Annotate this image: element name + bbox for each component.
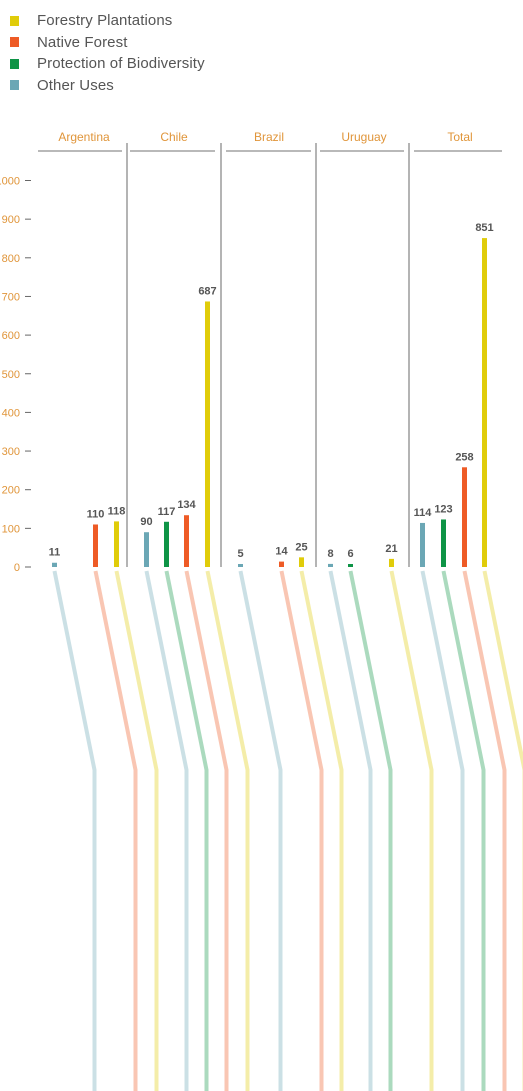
legend-item-forestry-plantations: Forestry Plantations xyxy=(10,10,205,32)
connector-line xyxy=(279,570,324,1091)
bar-total-other-uses xyxy=(420,522,425,567)
y-tick-label: 800 xyxy=(2,253,20,265)
bar-total-protection-of-biodiversity xyxy=(441,519,446,567)
category-label-total: Total xyxy=(447,130,472,144)
data-label: 687 xyxy=(198,285,216,297)
y-tick-label: 100 xyxy=(2,523,20,535)
category-label-argentina: Argentina xyxy=(58,130,110,144)
data-label: 114 xyxy=(414,507,433,519)
connector-line xyxy=(389,570,434,1091)
y-tick-label: 500 xyxy=(2,369,20,381)
connector-line xyxy=(238,570,283,1091)
bar-chile-protection-of-biodiversity xyxy=(164,521,169,567)
legend-item-protection-of-biodiversity: Protection of Biodiversity xyxy=(10,53,205,75)
data-label: 90 xyxy=(140,516,152,528)
bar-total-native-forest xyxy=(462,467,467,567)
data-label: 14 xyxy=(275,546,288,558)
connector-line xyxy=(328,570,373,1091)
data-label: 6 xyxy=(347,548,353,560)
connector-line xyxy=(52,570,97,1091)
category-label-chile: Chile xyxy=(160,130,188,144)
y-tick-label: 0 xyxy=(14,562,20,574)
data-label: 25 xyxy=(295,541,307,553)
data-label: 134 xyxy=(177,499,196,511)
bar-brazil-other-uses xyxy=(238,564,243,567)
y-tick-label: 600 xyxy=(2,330,20,342)
y-tick-label: 1000 xyxy=(0,176,20,188)
legend-swatch-forestry xyxy=(10,15,19,26)
connector-line xyxy=(482,570,523,1091)
y-tick-label: 700 xyxy=(2,291,20,303)
bar-brazil-native-forest xyxy=(279,561,284,567)
data-label: 5 xyxy=(237,548,243,560)
connector-line xyxy=(348,570,393,1091)
data-label: 110 xyxy=(87,508,105,520)
bar-argentina-forestry-plantations xyxy=(114,521,119,567)
bar-total-forestry-plantations xyxy=(482,238,487,567)
y-tick-label: 300 xyxy=(2,446,20,458)
data-label: 21 xyxy=(385,543,397,555)
connector-line xyxy=(144,570,189,1091)
legend-swatch-native xyxy=(10,37,19,48)
data-label: 8 xyxy=(327,548,333,560)
legend-item-native-forest: Native Forest xyxy=(10,32,205,54)
legend-label: Other Uses xyxy=(37,76,114,94)
category-label-brazil: Brazil xyxy=(254,130,284,144)
legend-label: Forestry Plantations xyxy=(37,12,173,30)
connector-line xyxy=(205,570,250,1091)
bar-argentina-other-uses xyxy=(52,562,57,567)
legend-swatch-other xyxy=(10,80,19,91)
data-label: 118 xyxy=(108,505,126,517)
bar-brazil-forestry-plantations xyxy=(299,557,304,567)
legend-label: Protection of Biodiversity xyxy=(37,55,205,73)
connector-line xyxy=(420,570,465,1091)
data-label: 11 xyxy=(49,547,61,559)
bar-uruguay-other-uses xyxy=(328,563,333,567)
data-label: 851 xyxy=(475,222,493,234)
category-label-uruguay: Uruguay xyxy=(341,130,386,144)
y-tick-label: 200 xyxy=(2,485,20,497)
y-tick-label: 900 xyxy=(2,214,20,226)
bar-argentina-native-forest xyxy=(93,524,98,567)
connector-line xyxy=(184,570,229,1091)
connector-line xyxy=(462,570,507,1091)
data-label: 117 xyxy=(158,506,176,518)
connector-line xyxy=(164,570,209,1091)
connector-line xyxy=(93,570,138,1091)
legend-label: Native Forest xyxy=(37,33,128,51)
data-label: 123 xyxy=(434,503,452,515)
bar-chile-native-forest xyxy=(184,515,189,567)
bar-chile-forestry-plantations xyxy=(205,301,210,567)
bar-uruguay-forestry-plantations xyxy=(389,558,394,567)
bar-uruguay-protection-of-biodiversity xyxy=(348,564,353,567)
legend-item-other-uses: Other Uses xyxy=(10,75,205,97)
connector-line xyxy=(299,570,344,1091)
data-label: 258 xyxy=(455,451,473,463)
y-tick-label: 400 xyxy=(2,407,20,419)
bar-chile-other-uses xyxy=(144,532,149,567)
connector-line xyxy=(114,570,159,1091)
legend-swatch-protection xyxy=(10,58,19,69)
connector-line xyxy=(441,570,486,1091)
chart-legend: Forestry Plantations Native Forest Prote… xyxy=(10,10,205,96)
